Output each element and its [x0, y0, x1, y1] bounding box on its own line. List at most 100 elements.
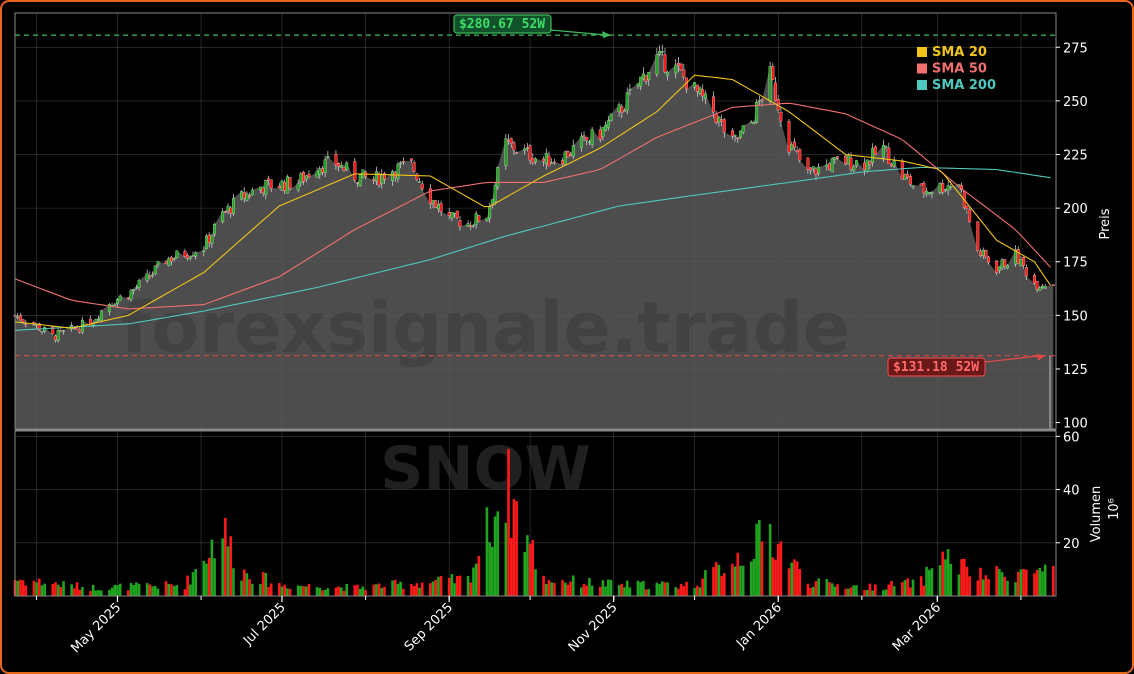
volume-bar-6	[35, 582, 38, 596]
volume-bar-143	[550, 582, 553, 596]
candle-body-176	[676, 63, 680, 66]
volume-bar-216	[828, 582, 831, 596]
candle-body-128	[493, 185, 497, 203]
candle-body-223	[852, 166, 856, 171]
volume-bar-31	[129, 583, 133, 596]
candle-body-100	[391, 171, 395, 181]
volume-bar-91	[356, 584, 359, 596]
volume-bar-32	[132, 584, 135, 596]
candle-body-33	[134, 287, 138, 289]
candle-body-153	[587, 141, 591, 143]
volume-bar-101	[393, 579, 397, 596]
candle-body-61	[242, 192, 246, 199]
candle-body-71	[280, 180, 284, 191]
candle-body-274	[1043, 286, 1047, 289]
candle-body-18	[78, 329, 82, 333]
candle-body-198	[757, 100, 761, 102]
volume-bar-259	[987, 579, 990, 596]
volume-bar-16	[73, 588, 76, 596]
candle-body-58	[229, 207, 233, 214]
volume-bar-88	[342, 590, 346, 596]
volume-bar-10	[51, 583, 55, 596]
volume-bar-11	[54, 582, 57, 596]
candle-body-29	[118, 295, 122, 301]
high-52w-annotation: $280.67 52W	[453, 14, 612, 39]
candle-body-225	[863, 162, 866, 171]
candle-body-123	[474, 213, 478, 225]
volume-bar-198	[758, 519, 761, 596]
volume-bar-235	[900, 582, 904, 596]
candle-body-111	[431, 200, 435, 204]
volume-bar-206	[790, 562, 794, 596]
candle-body-102	[396, 163, 400, 179]
candle-body-105	[409, 158, 413, 161]
volume-bar-256	[979, 567, 982, 596]
volume-bar-71	[280, 586, 284, 596]
high-52w-arrowhead	[602, 31, 612, 39]
volume-bar-89	[345, 583, 349, 596]
volume-bar-59	[232, 568, 235, 596]
volume-bar-149	[571, 575, 575, 596]
volume-bar-270	[1033, 573, 1036, 596]
candle-body-159	[609, 113, 613, 122]
candle-body-40	[164, 261, 168, 264]
candle-body-20	[89, 318, 92, 327]
candle-body-144	[552, 161, 556, 164]
candle-body-23	[97, 318, 101, 321]
candle-body-69	[269, 179, 273, 189]
candle-body-256	[979, 251, 982, 256]
candle-body-79	[307, 173, 311, 178]
candle-body-112	[434, 200, 438, 208]
legend-label-1: SMA 50	[932, 62, 987, 77]
volume-bar-155	[598, 586, 602, 596]
volume-bar-203	[776, 544, 780, 596]
volume-bar-178	[682, 586, 686, 596]
volume-bar-184	[704, 570, 707, 596]
volume-bar-183	[701, 578, 705, 596]
volume-bar-232	[887, 584, 891, 596]
candle-body-13	[59, 330, 63, 332]
candle-body-143	[550, 162, 554, 164]
volume-bar-257	[981, 579, 985, 596]
volume-bar-67	[264, 572, 268, 596]
candle-body-104	[401, 160, 405, 163]
candle-body-218	[833, 157, 837, 160]
candle-body-129	[496, 167, 500, 188]
candle-body-181	[695, 84, 699, 92]
volume-bar-165	[636, 580, 640, 596]
sma-20-line	[14, 74, 1052, 329]
volume-bar-271	[1035, 570, 1039, 596]
candle-body-53	[210, 234, 214, 244]
candle-body-208	[795, 150, 799, 152]
volume-panel	[15, 431, 1056, 596]
volume-bar-218	[833, 586, 837, 596]
price-tick-label-2: 150	[1063, 309, 1088, 324]
candle-body-249	[949, 186, 953, 188]
candle-body-22	[94, 319, 98, 322]
candle-body-62	[245, 193, 249, 201]
candle-body-267	[1019, 259, 1023, 267]
candle-body-177	[679, 63, 683, 71]
candle-body-206	[790, 144, 794, 151]
candle-body-224	[854, 160, 858, 166]
candle-body-241	[922, 182, 926, 194]
candle-body-108	[418, 181, 421, 183]
low-52w-arrow	[984, 355, 1042, 363]
candle-body-50	[202, 250, 206, 253]
candle-body-170	[655, 54, 659, 75]
volume-bar-66	[261, 572, 265, 596]
volume-bar-151	[582, 583, 586, 596]
candle-body-83	[323, 159, 327, 173]
volume-bar-175	[674, 587, 678, 596]
volume-bar-14	[62, 581, 65, 596]
volume-bar-260	[995, 566, 998, 596]
volume-bar-29	[118, 583, 122, 596]
candle-body-56	[223, 210, 227, 213]
volume-bar-74	[288, 588, 292, 596]
candle-body-113	[436, 204, 440, 210]
volume-bar-92	[358, 588, 362, 596]
candle-body-31	[129, 290, 133, 300]
candle-body-127	[490, 199, 494, 205]
candle-body-157	[604, 125, 608, 131]
volume-bar-205	[787, 568, 791, 596]
